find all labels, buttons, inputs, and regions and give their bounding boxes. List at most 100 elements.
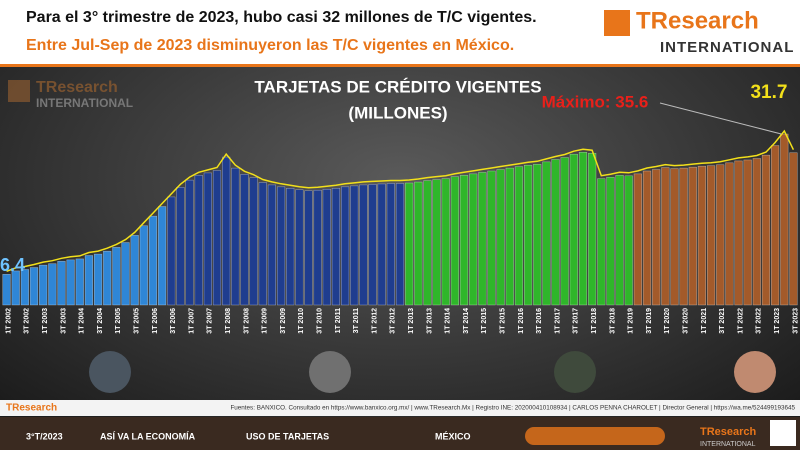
header-rule	[0, 64, 800, 67]
x-tick-label: 1T 2016	[518, 308, 525, 334]
x-tick-label: 3T 2012	[390, 308, 397, 334]
watermark-sub: INTERNATIONAL	[36, 96, 133, 110]
bar	[39, 264, 48, 306]
bar	[633, 173, 642, 306]
bar	[642, 170, 652, 306]
bar	[93, 253, 103, 306]
x-tick-label: 3T 2023	[792, 308, 799, 334]
logo-sub: INTERNATIONAL	[660, 39, 794, 56]
bar	[496, 169, 505, 306]
bar	[459, 175, 469, 306]
chart-title: TARJETAS DE CRÉDITO VIGENTES	[254, 77, 541, 96]
x-tick-label: 1T 2002	[5, 308, 12, 334]
x-tick-label: 1T 2006	[152, 308, 159, 334]
bar	[670, 168, 679, 306]
photo	[734, 351, 776, 393]
bottom-logo-sub: INTERNATIONAL	[700, 441, 756, 448]
plot: 1T 2002 3T 2002 1T 2003 3T 2003 1T 2004 3T 20…	[0, 82, 799, 334]
bar	[789, 152, 798, 306]
x-tick-label: 3T 2002	[24, 308, 31, 334]
bar	[679, 167, 688, 306]
bar	[487, 170, 496, 306]
bottom-band	[0, 417, 800, 450]
bar	[615, 175, 624, 306]
x-tick-label: 1T 2010	[298, 308, 305, 334]
bar	[395, 183, 405, 306]
bar	[652, 169, 661, 306]
bar	[313, 189, 322, 306]
x-tick-label: 1T 2015	[481, 308, 488, 334]
x-tick-label: 3T 2015	[499, 308, 506, 334]
x-tick-label: 3T 2008	[243, 308, 250, 334]
chart-subtitle: (MILLONES)	[348, 103, 447, 122]
bar	[112, 247, 121, 306]
footer-logo: TResearch	[6, 403, 57, 414]
bar	[20, 269, 29, 306]
x-tick-label: 3T 2020	[682, 308, 689, 334]
qr-code	[770, 420, 796, 446]
x-tick-label: 1T 2007	[188, 308, 195, 334]
logo-name: TResearch	[636, 7, 759, 34]
x-tick-label: 1T 2013	[408, 308, 415, 334]
x-tick-label: 3T 2004	[97, 308, 104, 334]
x-tick-label: 3T 2013	[426, 308, 433, 334]
bar	[185, 179, 194, 306]
footer-band	[0, 400, 800, 416]
bottom-item: ASÍ VA LA ECONOMÍA	[100, 431, 196, 441]
bar	[176, 187, 185, 306]
x-tick-label: 3T 2007	[207, 308, 214, 334]
bar	[441, 178, 450, 306]
bar	[130, 235, 139, 306]
watermark-icon	[8, 80, 30, 102]
x-tick-label: 1T 2020	[664, 308, 671, 334]
bar	[761, 154, 771, 306]
x-tick-label: 3T 2014	[463, 308, 470, 334]
bar	[588, 152, 597, 306]
bar	[267, 184, 277, 306]
bar	[368, 184, 377, 306]
bar	[661, 167, 670, 306]
x-tick-label: 1T 2005	[115, 308, 122, 334]
x-tick-label: 3T 2019	[646, 308, 653, 334]
bar	[359, 184, 368, 306]
x-tick-label: 1T 2021	[701, 308, 708, 334]
x-tick-label: 3T 2010	[316, 308, 323, 334]
bar	[423, 180, 432, 306]
bar	[231, 167, 240, 306]
headline: Para el 3° trimestre de 2023, hubo casi …	[26, 9, 537, 26]
x-tick-label: 1T 2017	[554, 308, 561, 334]
bar	[706, 165, 716, 306]
x-tick-label: 3T 2021	[719, 308, 726, 334]
bar	[212, 170, 222, 306]
bottom-item: 3°T/2023	[26, 431, 63, 441]
bar	[450, 176, 459, 306]
x-tick-label: 1T 2003	[42, 308, 49, 334]
bar	[697, 165, 707, 306]
bar	[377, 183, 386, 306]
bar	[75, 258, 84, 306]
bar	[560, 157, 569, 306]
x-tick-label: 1T 2014	[445, 308, 452, 334]
bar	[350, 185, 359, 306]
x-tick-label: 3T 2011	[353, 308, 360, 333]
annotation-max: Máximo: 35.6	[542, 92, 649, 111]
bar	[139, 225, 148, 306]
bar	[624, 175, 633, 306]
x-tick-label: 1T 2011	[335, 308, 342, 333]
bar	[780, 133, 789, 306]
logo-icon	[604, 10, 630, 36]
social-icons	[525, 427, 665, 445]
x-tick-label: 1T 2022	[737, 308, 744, 334]
annotation-arrow	[659, 102, 782, 135]
bar	[203, 172, 212, 306]
bar	[331, 188, 341, 306]
bar	[258, 182, 267, 306]
x-tick-label: 3T 2005	[134, 308, 141, 334]
bar	[569, 153, 578, 306]
photo	[89, 351, 131, 393]
annotation-first: 6.4	[0, 255, 25, 275]
x-tick-label: 3T 2006	[170, 308, 177, 334]
bar	[194, 175, 203, 306]
bar	[322, 188, 331, 306]
